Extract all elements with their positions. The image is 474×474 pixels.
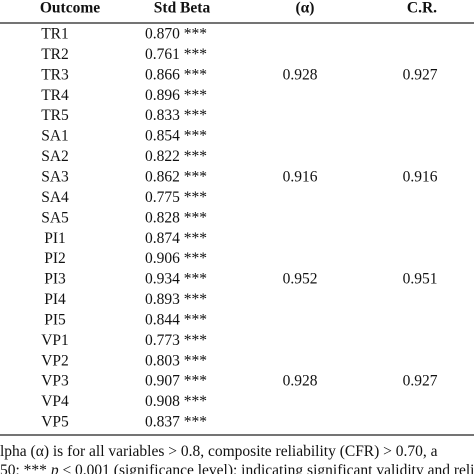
outcome-cell: PI3 [44, 271, 66, 288]
cr-cell: 0.927 [403, 373, 438, 390]
outcome-cell: TR4 [41, 87, 69, 104]
outcome-cell: VP5 [41, 414, 69, 431]
footnote-part: 50; *** [0, 462, 51, 474]
beta-cell: 0.908 *** [145, 393, 207, 410]
footnote-part: < 0.001 (significance level); indicating… [59, 462, 474, 474]
beta-cell: 0.906 *** [145, 250, 207, 267]
alpha-cell: 0.952 [283, 271, 318, 288]
alpha-cell: 0.916 [283, 169, 318, 186]
beta-cell: 0.837 *** [145, 414, 207, 431]
beta-cell: 0.775 *** [145, 189, 207, 206]
beta-cell: 0.874 *** [145, 230, 207, 247]
outcome-cell: VP3 [41, 373, 69, 390]
outcome-cell: VP4 [41, 393, 69, 410]
beta-cell: 0.828 *** [145, 209, 207, 226]
alpha-cell: 0.928 [283, 373, 318, 390]
beta-cell: 0.893 *** [145, 291, 207, 308]
outcome-cell: TR2 [41, 46, 69, 63]
column-header: C.R. [407, 0, 437, 17]
footnote: 50; *** p < 0.001 (significance level); … [0, 462, 474, 474]
beta-cell: 0.803 *** [145, 352, 207, 369]
outcome-cell: TR5 [41, 107, 69, 124]
outcome-cell: SA2 [41, 148, 69, 165]
outcome-cell: SA4 [41, 189, 69, 206]
outcome-cell: SA1 [41, 128, 69, 145]
beta-cell: 0.896 *** [145, 87, 207, 104]
beta-cell: 0.862 *** [145, 169, 207, 186]
column-header: (α) [296, 0, 315, 17]
column-header: Outcome [40, 0, 100, 17]
beta-cell: 0.870 *** [145, 26, 207, 43]
beta-cell: 0.934 *** [145, 271, 207, 288]
outcome-cell: SA5 [41, 209, 69, 226]
footnote-part: lpha (α) is for all variables > 0.8, com… [0, 443, 438, 460]
outcome-cell: PI4 [44, 291, 66, 308]
footnote-part: p [50, 462, 59, 474]
footnote: lpha (α) is for all variables > 0.8, com… [0, 443, 438, 460]
outcome-cell: TR1 [41, 26, 69, 43]
alpha-cell: 0.928 [283, 66, 318, 83]
outcome-cell: TR3 [41, 66, 69, 83]
outcome-cell: PI5 [44, 311, 66, 328]
outcome-cell: SA3 [41, 169, 69, 186]
outcome-cell: PI2 [44, 250, 66, 267]
beta-cell: 0.761 *** [145, 46, 207, 63]
cr-cell: 0.951 [403, 271, 438, 288]
beta-cell: 0.773 *** [145, 332, 207, 349]
cr-cell: 0.927 [403, 66, 438, 83]
column-header: Std Beta [154, 0, 211, 17]
outcome-cell: PI1 [44, 230, 66, 247]
beta-cell: 0.822 *** [145, 148, 207, 165]
outcome-cell: VP2 [41, 352, 69, 369]
beta-cell: 0.854 *** [145, 128, 207, 145]
cr-cell: 0.916 [403, 169, 438, 186]
outcome-cell: VP1 [41, 332, 69, 349]
beta-cell: 0.833 *** [145, 107, 207, 124]
beta-cell: 0.866 *** [145, 66, 207, 83]
beta-cell: 0.844 *** [145, 311, 207, 328]
beta-cell: 0.907 *** [145, 373, 207, 390]
